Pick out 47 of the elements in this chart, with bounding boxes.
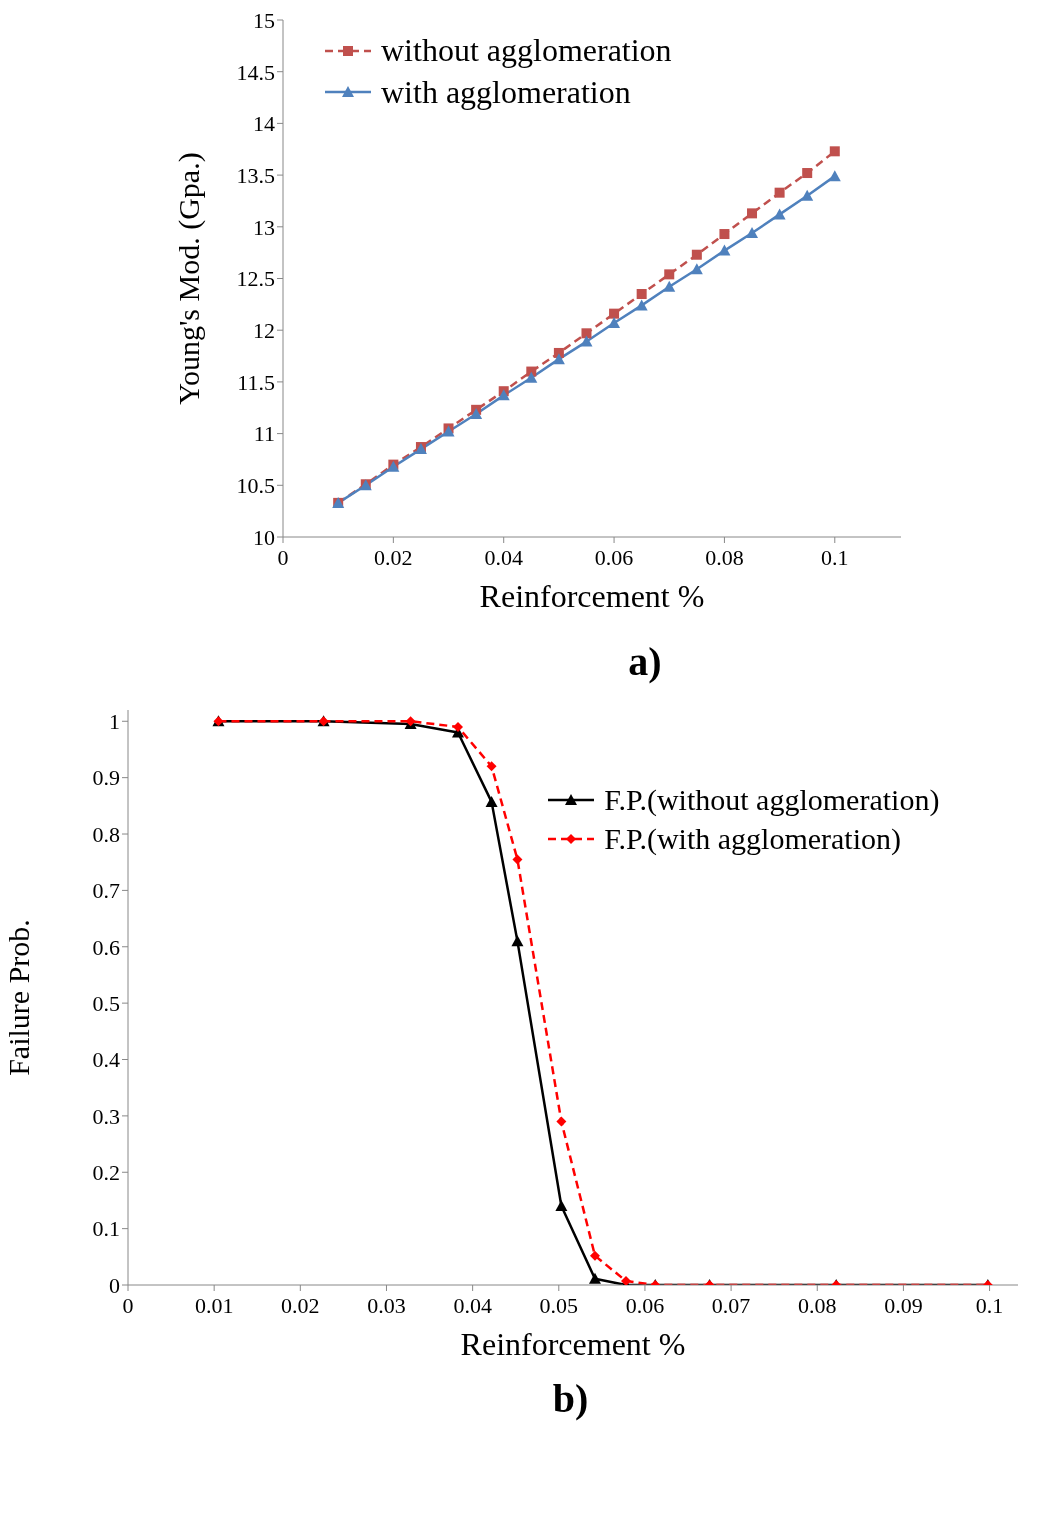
x-axis-title: Reinforcement % bbox=[460, 1326, 686, 1362]
y-tick-label: 0.1 bbox=[92, 1216, 120, 1242]
x-tick-label: 0.02 bbox=[281, 1292, 320, 1318]
y-tick-label: 0.2 bbox=[92, 1160, 120, 1186]
y-tick-label: 12.5 bbox=[236, 266, 275, 292]
x-tick-label: 0.09 bbox=[884, 1292, 923, 1318]
text: b) bbox=[551, 1375, 590, 1422]
x-tick-label: 0.03 bbox=[367, 1292, 406, 1318]
x-tick-label: 0.08 bbox=[705, 544, 744, 570]
x-tick-label: 0.08 bbox=[798, 1292, 837, 1318]
y-tick-label: 0.6 bbox=[92, 934, 120, 960]
text: a) bbox=[627, 638, 663, 685]
y-axis-title: Failure Prob. bbox=[1, 919, 35, 1076]
x-tick-label: 0.04 bbox=[453, 1292, 492, 1318]
x-tick-label: 0.05 bbox=[539, 1292, 579, 1318]
x-tick-label: 0.06 bbox=[594, 544, 634, 570]
x-tick-label: 0.06 bbox=[625, 1292, 665, 1318]
y-tick-label: 12 bbox=[253, 318, 275, 344]
y-axis-title: Young's Mod. (Gpa.) bbox=[171, 152, 206, 405]
x-tick-label: 0.01 bbox=[194, 1292, 234, 1318]
y-tick-label: 14 bbox=[253, 111, 275, 137]
y-tick-label: 10 bbox=[253, 524, 275, 550]
y-tick-label: 0.5 bbox=[92, 990, 120, 1016]
x-tick-label: 0.07 bbox=[711, 1292, 751, 1318]
x-tick-label: 0.02 bbox=[374, 544, 413, 570]
y-tick-label: 11.5 bbox=[237, 369, 275, 395]
x-tick-label: 0.04 bbox=[484, 544, 523, 570]
y-tick-label: 0.3 bbox=[92, 1103, 120, 1129]
y-tick-label: 10.5 bbox=[236, 473, 275, 499]
y-tick-label: 11 bbox=[253, 421, 275, 447]
legend-label: without agglomeration bbox=[381, 31, 672, 70]
y-tick-label: 0.8 bbox=[92, 821, 120, 847]
y-tick-label: 0.7 bbox=[92, 878, 120, 904]
y-tick-label: 13.5 bbox=[236, 162, 275, 188]
y-tick-label: 14.5 bbox=[236, 59, 275, 85]
legend-label: with agglomeration bbox=[381, 72, 631, 112]
legend-label: F.P.(without agglomeration) bbox=[604, 782, 940, 818]
x-tick-label: 0.1 bbox=[821, 544, 849, 570]
x-axis-title: Reinforcement % bbox=[479, 578, 705, 614]
y-tick-label: 0.9 bbox=[92, 765, 120, 791]
y-tick-label: 0 bbox=[109, 1272, 120, 1298]
y-tick-label: 0.4 bbox=[92, 1047, 120, 1073]
y-tick-label: 13 bbox=[253, 214, 275, 240]
y-tick-label: 15 bbox=[253, 7, 275, 33]
legend-label: F.P.(with agglomeration) bbox=[604, 821, 902, 857]
y-tick-label: 1 bbox=[109, 709, 120, 735]
x-tick-label: 0.1 bbox=[975, 1292, 1004, 1318]
